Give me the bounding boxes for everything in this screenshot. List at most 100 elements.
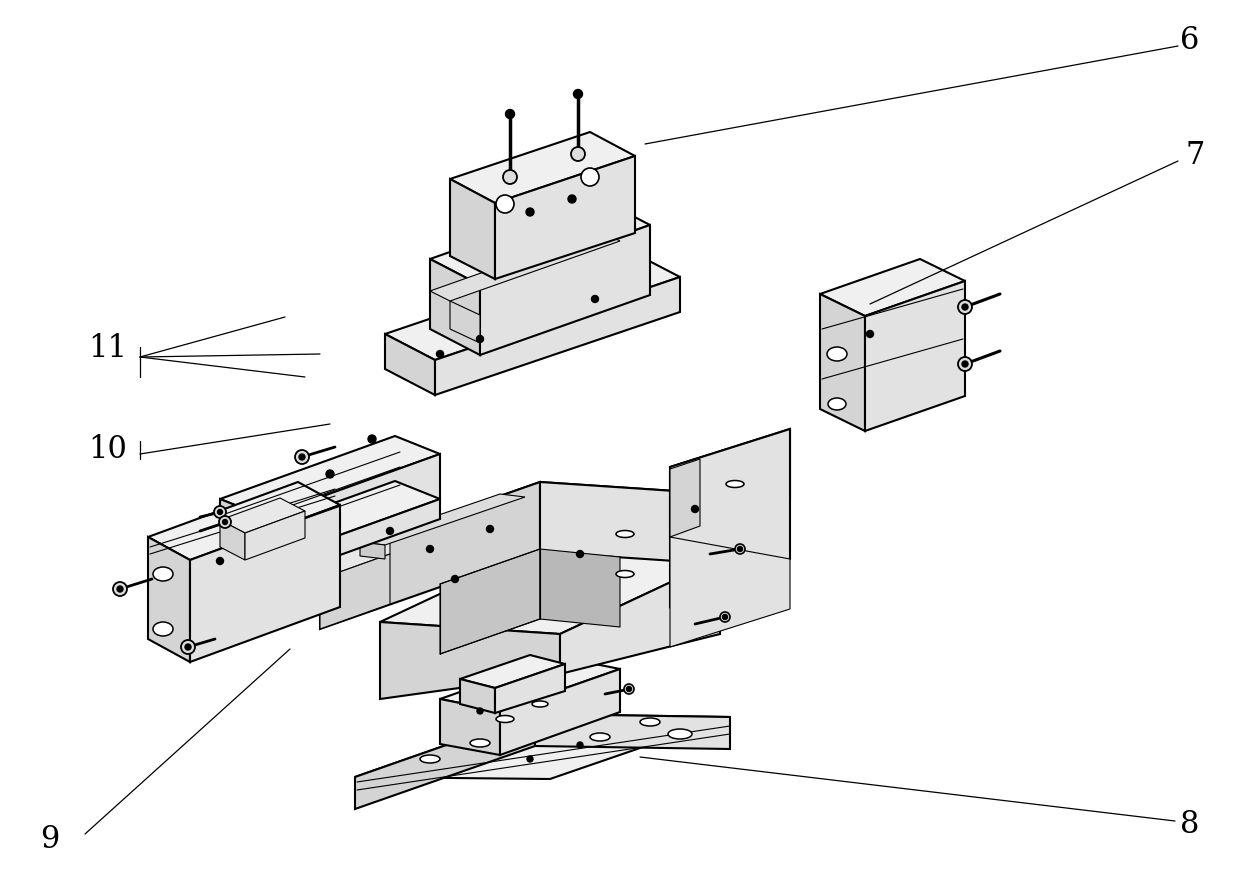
Ellipse shape [828,399,846,410]
Polygon shape [219,436,440,518]
Polygon shape [480,226,650,356]
Circle shape [867,331,873,338]
Circle shape [215,506,226,519]
Text: 10: 10 [88,434,128,465]
Polygon shape [379,622,560,699]
Polygon shape [384,334,435,395]
Ellipse shape [153,568,174,581]
Text: 7: 7 [1185,139,1205,171]
Circle shape [577,742,583,748]
Polygon shape [450,133,635,204]
Polygon shape [460,679,495,713]
Circle shape [624,684,634,695]
Circle shape [735,544,745,554]
Polygon shape [265,500,440,582]
Polygon shape [430,260,480,356]
Polygon shape [495,664,565,713]
Polygon shape [360,494,525,545]
Polygon shape [460,655,565,688]
Polygon shape [500,670,620,755]
Polygon shape [450,301,480,343]
Circle shape [527,756,533,763]
Polygon shape [450,180,495,280]
Ellipse shape [532,701,548,707]
Circle shape [570,148,585,162]
Circle shape [959,300,972,315]
Polygon shape [670,429,790,607]
Ellipse shape [153,622,174,637]
Polygon shape [495,156,635,280]
Text: 9: 9 [41,823,60,855]
Polygon shape [670,460,701,537]
Polygon shape [440,657,620,712]
Circle shape [295,451,309,465]
Circle shape [368,435,376,443]
Polygon shape [670,429,790,537]
Circle shape [582,169,599,187]
Circle shape [720,612,730,622]
Circle shape [387,528,393,535]
Ellipse shape [496,716,515,722]
Circle shape [738,547,743,552]
Polygon shape [539,483,720,564]
Circle shape [436,351,444,358]
Circle shape [113,582,126,596]
Polygon shape [355,714,730,780]
Polygon shape [320,483,720,571]
Polygon shape [560,560,720,674]
Circle shape [574,90,583,99]
Polygon shape [430,232,620,301]
Circle shape [427,546,434,552]
Polygon shape [320,483,539,629]
Polygon shape [219,500,265,562]
Circle shape [506,110,515,120]
Circle shape [496,196,515,214]
Polygon shape [190,505,340,662]
Ellipse shape [590,733,610,741]
Ellipse shape [420,755,440,763]
Ellipse shape [616,571,634,578]
Polygon shape [866,282,965,432]
Ellipse shape [725,481,744,488]
Polygon shape [355,714,534,809]
Polygon shape [384,252,680,360]
Circle shape [591,296,599,303]
Circle shape [692,506,698,513]
Text: 11: 11 [88,333,128,363]
Text: 8: 8 [1180,808,1199,839]
Circle shape [962,361,968,367]
Circle shape [568,196,577,204]
Circle shape [486,526,494,533]
Ellipse shape [827,348,847,361]
Circle shape [222,520,227,525]
Polygon shape [435,278,680,395]
Polygon shape [219,482,440,562]
Circle shape [451,576,459,583]
Polygon shape [320,535,391,579]
Circle shape [185,645,191,650]
Polygon shape [534,714,730,749]
Circle shape [962,305,968,310]
Ellipse shape [668,730,692,739]
Polygon shape [440,699,500,755]
Circle shape [477,708,484,714]
Circle shape [117,586,123,593]
Circle shape [326,470,334,478]
Polygon shape [670,537,790,647]
Polygon shape [219,520,246,561]
Circle shape [217,558,223,565]
Circle shape [577,551,584,558]
Circle shape [299,454,305,460]
Circle shape [526,209,534,216]
Circle shape [626,687,631,692]
Ellipse shape [616,531,634,538]
Polygon shape [539,550,620,628]
Circle shape [219,517,231,528]
Ellipse shape [640,718,660,726]
Polygon shape [440,550,539,654]
Ellipse shape [470,739,490,747]
Circle shape [181,640,195,654]
Polygon shape [265,454,440,562]
Polygon shape [219,499,305,534]
Polygon shape [820,295,866,432]
